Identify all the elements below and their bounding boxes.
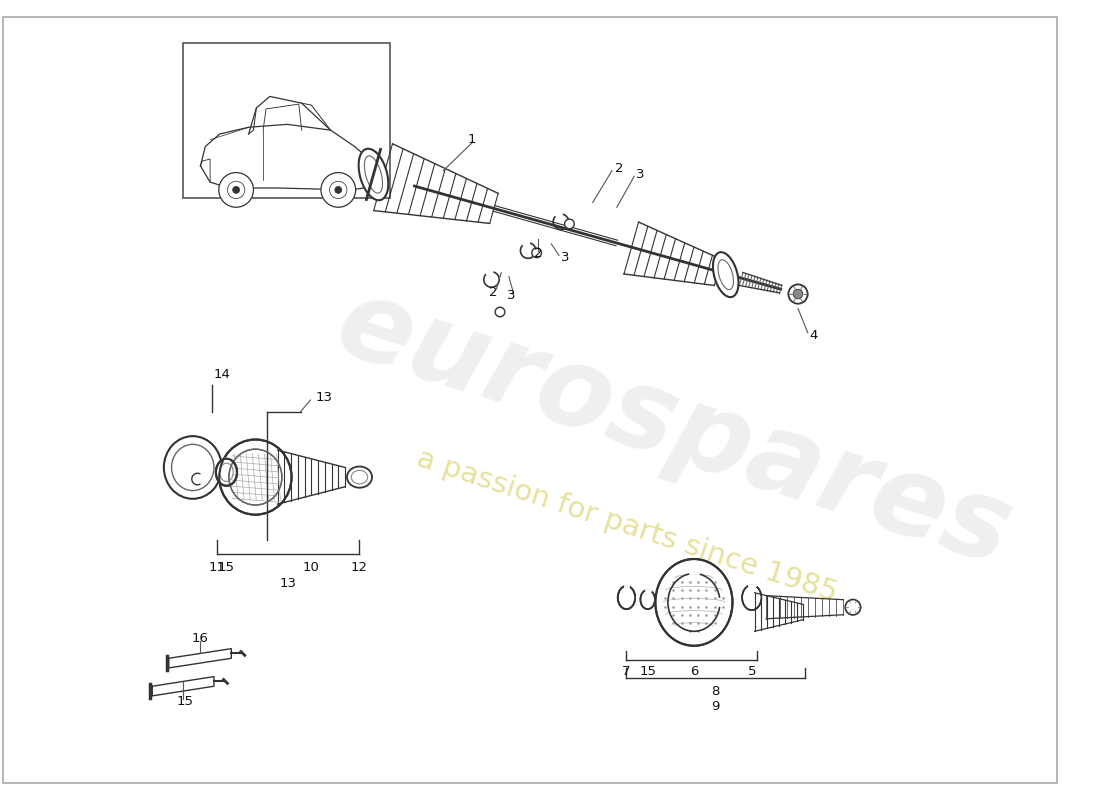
Ellipse shape [346, 466, 372, 488]
Text: 11: 11 [208, 561, 226, 574]
Ellipse shape [789, 285, 807, 304]
Text: 5: 5 [748, 666, 756, 678]
Bar [183, 43, 390, 198]
Text: 7: 7 [623, 666, 630, 678]
Text: 10: 10 [302, 561, 320, 574]
Ellipse shape [656, 559, 733, 646]
Text: 12: 12 [351, 561, 369, 574]
Text: 6: 6 [690, 666, 698, 678]
Text: 3: 3 [561, 251, 570, 264]
Ellipse shape [742, 585, 761, 610]
Circle shape [495, 307, 505, 317]
Text: 3: 3 [507, 290, 516, 302]
Text: 2: 2 [490, 286, 497, 298]
Text: 8: 8 [712, 685, 719, 698]
Circle shape [564, 219, 574, 229]
Ellipse shape [640, 590, 654, 609]
Text: 15: 15 [176, 695, 194, 708]
Text: 2: 2 [534, 247, 542, 260]
Text: 4: 4 [810, 329, 818, 342]
Text: 13: 13 [316, 390, 332, 404]
Ellipse shape [216, 458, 238, 486]
Text: 15: 15 [639, 666, 657, 678]
Text: 1: 1 [468, 134, 476, 146]
Text: eurospares: eurospares [324, 270, 1025, 588]
Ellipse shape [713, 252, 738, 297]
Text: 9: 9 [712, 700, 719, 713]
Ellipse shape [359, 149, 388, 200]
Ellipse shape [618, 586, 635, 609]
Circle shape [233, 186, 240, 194]
Circle shape [219, 173, 253, 207]
Circle shape [321, 173, 355, 207]
Ellipse shape [219, 439, 292, 514]
Text: 3: 3 [636, 168, 645, 181]
Text: a passion for parts since 1985: a passion for parts since 1985 [412, 444, 840, 606]
Text: 2: 2 [615, 162, 624, 175]
Text: 13: 13 [279, 577, 297, 590]
Ellipse shape [845, 599, 860, 615]
Circle shape [793, 290, 803, 299]
Ellipse shape [164, 436, 222, 498]
Text: 16: 16 [191, 631, 208, 645]
Polygon shape [152, 677, 214, 696]
Text: 15: 15 [218, 561, 235, 574]
Circle shape [334, 186, 342, 194]
Circle shape [531, 248, 541, 258]
Polygon shape [168, 649, 231, 668]
Text: 14: 14 [214, 369, 231, 382]
